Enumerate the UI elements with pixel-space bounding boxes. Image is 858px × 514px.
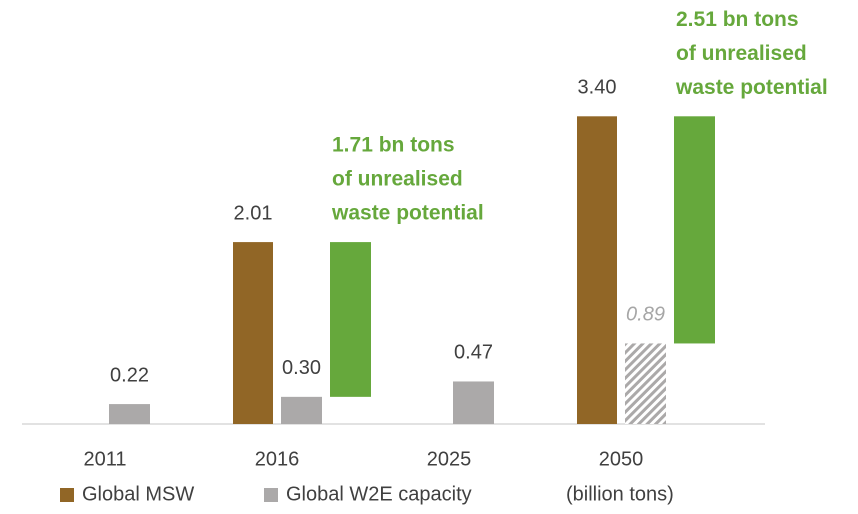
bar (109, 404, 150, 424)
bar (674, 116, 715, 344)
bar (233, 242, 273, 424)
x-tick-label: 2011 (83, 448, 126, 470)
legend-swatch (264, 488, 278, 502)
value-label: 0.22 (110, 364, 149, 386)
value-label: 3.40 (578, 77, 617, 99)
value-label: 0.47 (454, 342, 493, 364)
bar (625, 343, 666, 424)
annotation: waste potential (331, 202, 484, 225)
legend-label: Global MSW (82, 483, 194, 505)
annotation: 2.51 bn tons (676, 8, 799, 31)
bar (330, 242, 371, 397)
annotation: of unrealised (676, 42, 807, 65)
legend-swatch (60, 488, 74, 502)
annotation: waste potential (675, 76, 828, 99)
bar (577, 116, 617, 425)
unit-note: (billion tons) (566, 483, 674, 505)
x-tick-label: 2016 (255, 448, 300, 470)
x-tick-label: 2025 (427, 448, 472, 470)
x-tick-label: 2050 (599, 448, 644, 470)
legend-label: Global W2E capacity (286, 483, 472, 505)
value-label: 0.89 (626, 304, 665, 326)
annotation: 1.71 bn tons (332, 134, 455, 157)
value-label: 0.30 (282, 357, 321, 379)
value-label: 2.01 (234, 202, 273, 224)
bar (281, 396, 322, 424)
annotation: of unrealised (332, 168, 463, 191)
bar (453, 381, 494, 424)
